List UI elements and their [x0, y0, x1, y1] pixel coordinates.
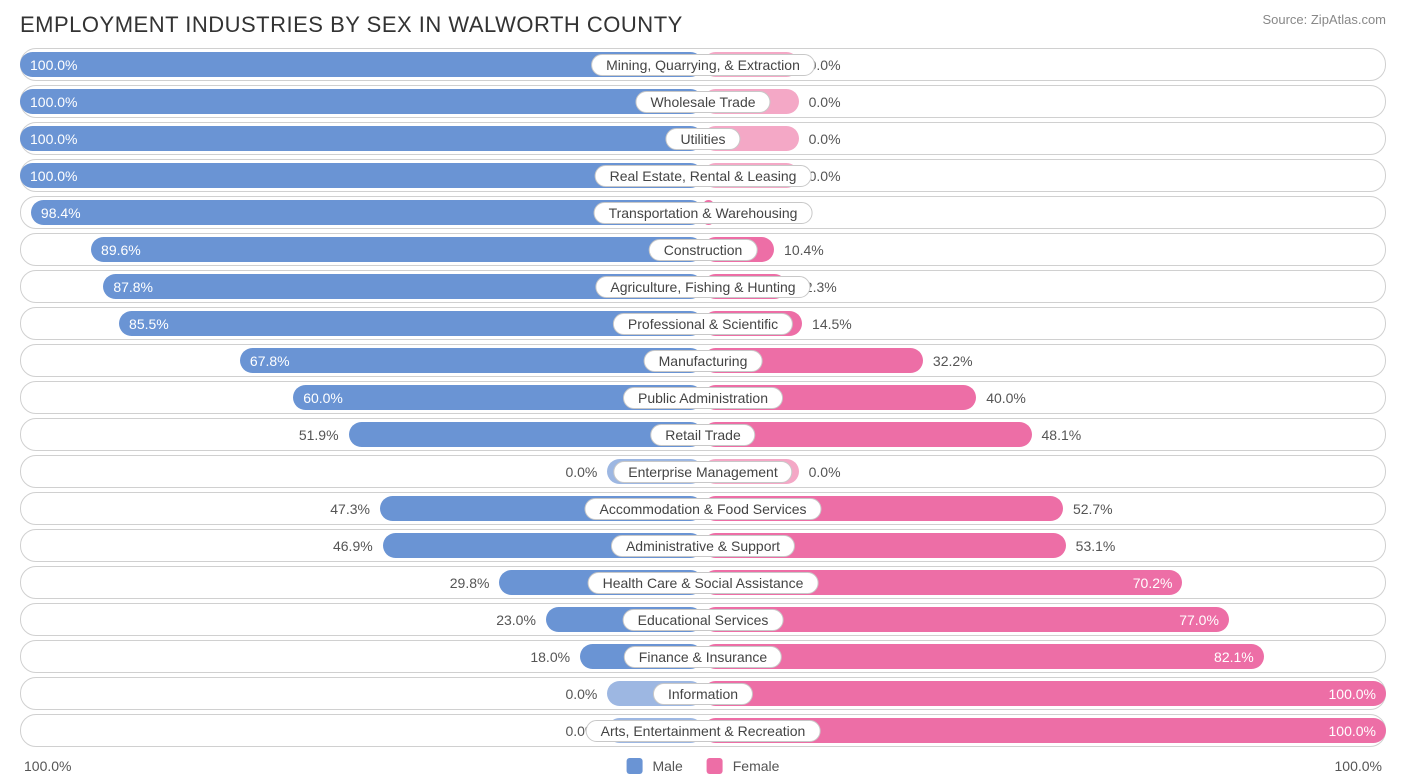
female-pct: 53.1%	[1076, 538, 1116, 554]
female-bar	[703, 644, 1264, 669]
legend: Male Female	[627, 758, 780, 774]
row-label: Arts, Entertainment & Recreation	[586, 720, 821, 742]
female-pct: 0.0%	[809, 94, 841, 110]
chart-row: 47.3% 52.7% Accommodation & Food Services	[20, 492, 1386, 525]
legend-male-swatch	[627, 758, 643, 774]
male-bar	[20, 89, 703, 114]
male-pct: 23.0%	[496, 612, 536, 628]
female-bar	[703, 681, 1386, 706]
female-pct: 70.2%	[1133, 575, 1173, 591]
chart-row: 0.0%100.0%Arts, Entertainment & Recreati…	[20, 714, 1386, 747]
male-pct: 0.0%	[565, 686, 597, 702]
male-pct: 67.8%	[250, 353, 290, 369]
male-pct: 0.0%	[565, 464, 597, 480]
row-label: Finance & Insurance	[624, 646, 782, 668]
female-pct: 0.0%	[809, 168, 841, 184]
legend-female-swatch	[707, 758, 723, 774]
chart-row: 100.0%0.0%Mining, Quarrying, & Extractio…	[20, 48, 1386, 81]
row-label: Utilities	[665, 128, 740, 150]
row-label: Construction	[649, 239, 758, 261]
male-bar	[20, 126, 703, 151]
female-pct: 0.0%	[809, 131, 841, 147]
female-pct: 82.1%	[1214, 649, 1254, 665]
male-pct: 46.9%	[333, 538, 373, 554]
row-label: Professional & Scientific	[613, 313, 793, 335]
female-pct: 100.0%	[1329, 686, 1376, 702]
male-pct: 85.5%	[129, 316, 169, 332]
female-pct: 77.0%	[1179, 612, 1219, 628]
female-pct: 52.7%	[1073, 501, 1113, 517]
female-pct: 100.0%	[1329, 723, 1376, 739]
male-pct: 100.0%	[30, 94, 77, 110]
male-pct: 89.6%	[101, 242, 141, 258]
chart-row: 18.0% 82.1% Finance & Insurance	[20, 640, 1386, 673]
row-label: Public Administration	[623, 387, 783, 409]
chart-row: 100.0% 0.0% Utilities	[20, 122, 1386, 155]
row-label: Educational Services	[623, 609, 784, 631]
female-pct: 14.5%	[812, 316, 852, 332]
chart-row: 0.0% 100.0% Information	[20, 677, 1386, 710]
source-label: Source: ZipAtlas.com	[1262, 12, 1386, 27]
legend-male-label: Male	[652, 758, 682, 774]
chart-row: 100.0% 0.0%Real Estate, Rental & Leasing	[20, 159, 1386, 192]
chart-area: 100.0% 0.0% Mining, Quarrying, & Extractio…	[20, 48, 1386, 747]
male-pct: 60.0%	[303, 390, 343, 406]
male-pct: 29.8%	[450, 575, 490, 591]
row-label: Wholesale Trade	[635, 91, 770, 113]
male-pct: 100.0%	[30, 131, 77, 147]
header: EMPLOYMENT INDUSTRIES BY SEX IN WALWORTH…	[20, 12, 1386, 38]
legend-male: Male	[627, 758, 683, 774]
male-pct: 18.0%	[530, 649, 570, 665]
row-label: Transportation & Warehousing	[594, 202, 813, 224]
female-pct: 32.2%	[933, 353, 973, 369]
chart-row: 46.9% 53.1% Administrative & Support	[20, 529, 1386, 562]
female-pct: 0.0%	[809, 464, 841, 480]
axis-left-label: 100.0%	[24, 758, 71, 774]
row-label: Health Care & Social Assistance	[588, 572, 819, 594]
female-pct: 10.4%	[784, 242, 824, 258]
chart-row: 60.0% 40.0% Public Administration	[20, 381, 1386, 414]
legend-female-label: Female	[733, 758, 780, 774]
male-pct: 87.8%	[113, 279, 153, 295]
row-label: Accommodation & Food Services	[585, 498, 822, 520]
axis-right-label: 100.0%	[1335, 758, 1382, 774]
footer: 100.0% Male Female 100.0%	[20, 755, 1386, 777]
chart-row: 85.5% 14.5% Professional & Scientific	[20, 307, 1386, 340]
row-label: Administrative & Support	[611, 535, 795, 557]
chart-row: 89.6% 10.4% Construction	[20, 233, 1386, 266]
chart-row: 67.8% 32.2% Manufacturing	[20, 344, 1386, 377]
row-label: Mining, Quarrying, & Extraction	[591, 54, 815, 76]
male-pct: 98.4%	[41, 205, 81, 221]
male-pct: 47.3%	[330, 501, 370, 517]
row-label: Manufacturing	[644, 350, 763, 372]
male-bar	[91, 237, 703, 262]
row-label: Enterprise Management	[613, 461, 792, 483]
female-pct: 48.1%	[1042, 427, 1082, 443]
chart-row: 0.0% 0.0% Enterprise Management	[20, 455, 1386, 488]
male-bar	[240, 348, 703, 373]
male-pct: 51.9%	[299, 427, 339, 443]
chart-row: 23.0% 77.0% Educational Services	[20, 603, 1386, 636]
chart-row: 51.9% 48.1% Retail Trade	[20, 418, 1386, 451]
chart-row: 29.8% 70.2% Health Care & Social Assistanc…	[20, 566, 1386, 599]
legend-female: Female	[707, 758, 780, 774]
row-label: Real Estate, Rental & Leasing	[595, 165, 812, 187]
chart-title: EMPLOYMENT INDUSTRIES BY SEX IN WALWORTH…	[20, 12, 683, 38]
male-pct: 100.0%	[30, 57, 77, 73]
male-pct: 100.0%	[30, 168, 77, 184]
chart-row: 100.0% 0.0% Wholesale Trade	[20, 85, 1386, 118]
row-label: Agriculture, Fishing & Hunting	[595, 276, 810, 298]
row-label: Retail Trade	[650, 424, 755, 446]
chart-row: 98.4%1.6%Transportation & Warehousing	[20, 196, 1386, 229]
row-label: Information	[653, 683, 753, 705]
chart-row: 87.8%12.3%Agriculture, Fishing & Hunting	[20, 270, 1386, 303]
female-pct: 40.0%	[986, 390, 1026, 406]
